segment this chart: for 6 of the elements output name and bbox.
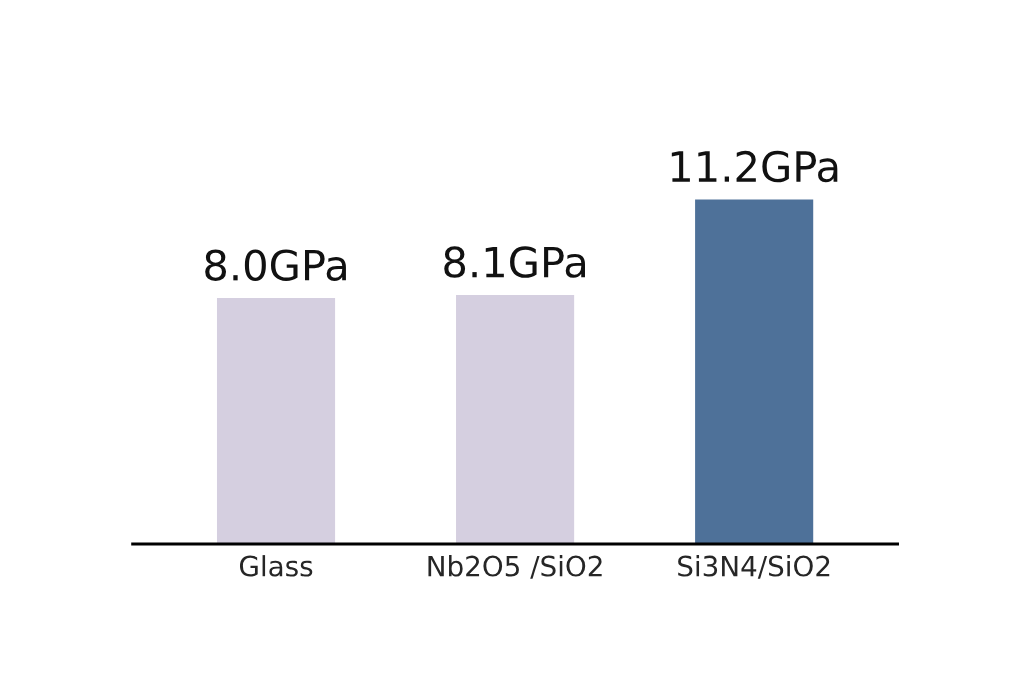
data-label: 11.2GPa [671, 150, 838, 183]
x-tick-label: Glass [239, 555, 313, 577]
data-label: 8.0GPa [205, 249, 346, 281]
x-tick-label: Si3N4/SiO2 [678, 555, 830, 579]
data-label: 8.1GPa [444, 246, 585, 278]
x-tick-label: Nb2O5 /SiO2 [428, 555, 602, 579]
